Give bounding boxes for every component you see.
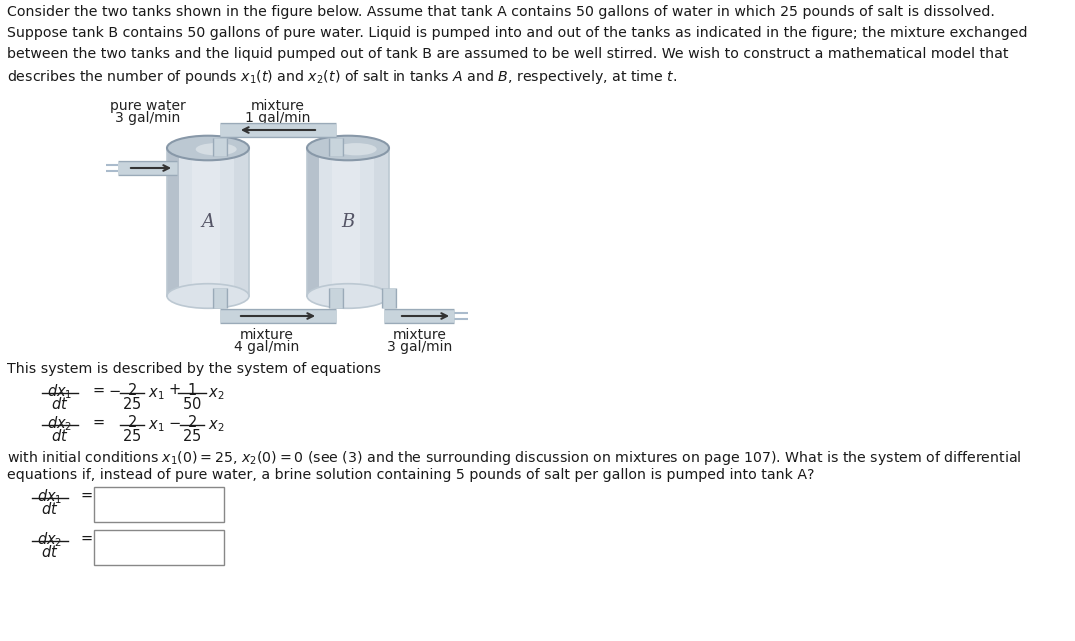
Text: $dt$: $dt$ [52,396,69,412]
Bar [374,148,389,296]
Text: $25$: $25$ [123,396,142,412]
Text: $+$: $+$ [168,381,181,397]
Text: $dx_2$: $dx_2$ [38,530,62,549]
Text: $dt$: $dt$ [52,428,69,444]
Text: $1$: $1$ [187,382,197,398]
Text: between the two tanks and the liquid pumped out of tank B are assumed to be well: between the two tanks and the liquid pum… [8,47,1008,61]
Ellipse shape [307,136,389,160]
Text: $-$: $-$ [108,381,120,397]
Ellipse shape [167,284,249,308]
Bar [167,148,180,296]
Text: $dt$: $dt$ [41,501,59,517]
Text: $2$: $2$ [187,414,197,430]
Text: 3 gal/min: 3 gal/min [387,340,453,354]
Text: B: B [342,213,355,231]
Bar [167,148,249,296]
Bar [94,487,224,522]
Bar [191,148,220,296]
Bar [167,148,249,296]
Text: $50$: $50$ [182,396,202,412]
Text: 3 gal/min: 3 gal/min [115,111,181,125]
Ellipse shape [307,284,389,308]
Ellipse shape [167,136,249,160]
Bar [307,148,389,296]
Text: $2$: $2$ [127,382,137,398]
Text: equations if, instead of pure water, a brine solution containing 5 pounds of sal: equations if, instead of pure water, a b… [8,468,815,482]
Text: mixture: mixture [252,99,305,113]
Text: $=$: $=$ [90,381,105,397]
Text: $-$: $-$ [168,413,181,428]
Text: Suppose tank B contains 50 gallons of pure water. Liquid is pumped into and out : Suppose tank B contains 50 gallons of pu… [8,26,1028,40]
Text: $dx_1$: $dx_1$ [47,382,73,401]
Text: $25$: $25$ [183,428,202,444]
Text: $2$: $2$ [127,414,137,430]
Bar [331,148,360,296]
Text: $x_2$: $x_2$ [207,386,225,402]
Text: describes the number of pounds $x_1(t)$ and $x_2(t)$ of salt in tanks $A$ and $B: describes the number of pounds $x_1(t)$ … [8,68,677,86]
Ellipse shape [335,143,376,155]
Text: $dt$: $dt$ [41,544,59,560]
Text: This system is described by the system of equations: This system is described by the system o… [8,362,381,376]
Text: Consider the two tanks shown in the figure below. Assume that tank A contains 50: Consider the two tanks shown in the figu… [8,5,994,19]
Text: 4 gal/min: 4 gal/min [234,340,300,354]
Text: A: A [201,213,215,231]
Text: 1 gal/min: 1 gal/min [245,111,311,125]
Bar [307,148,389,296]
Text: $=$: $=$ [78,487,94,501]
Text: $dx_1$: $dx_1$ [38,487,62,506]
Text: $=$: $=$ [90,413,105,428]
Text: $x_1$: $x_1$ [148,386,164,402]
Text: $dx_2$: $dx_2$ [47,414,73,433]
Bar [307,148,319,296]
Text: $25$: $25$ [123,428,142,444]
Text: mixture: mixture [240,328,293,342]
Ellipse shape [196,143,236,155]
Text: $x_2$: $x_2$ [207,418,225,434]
Text: $x_1$: $x_1$ [148,418,164,434]
Text: pure water: pure water [110,99,186,113]
Text: $=$: $=$ [78,529,94,544]
Text: with initial conditions $x_1(0) = 25$, $x_2(0) = 0$ (see (3) and the surrounding: with initial conditions $x_1(0) = 25$, $… [8,449,1021,467]
Bar [234,148,249,296]
Bar [94,530,224,565]
Text: mixture: mixture [393,328,447,342]
